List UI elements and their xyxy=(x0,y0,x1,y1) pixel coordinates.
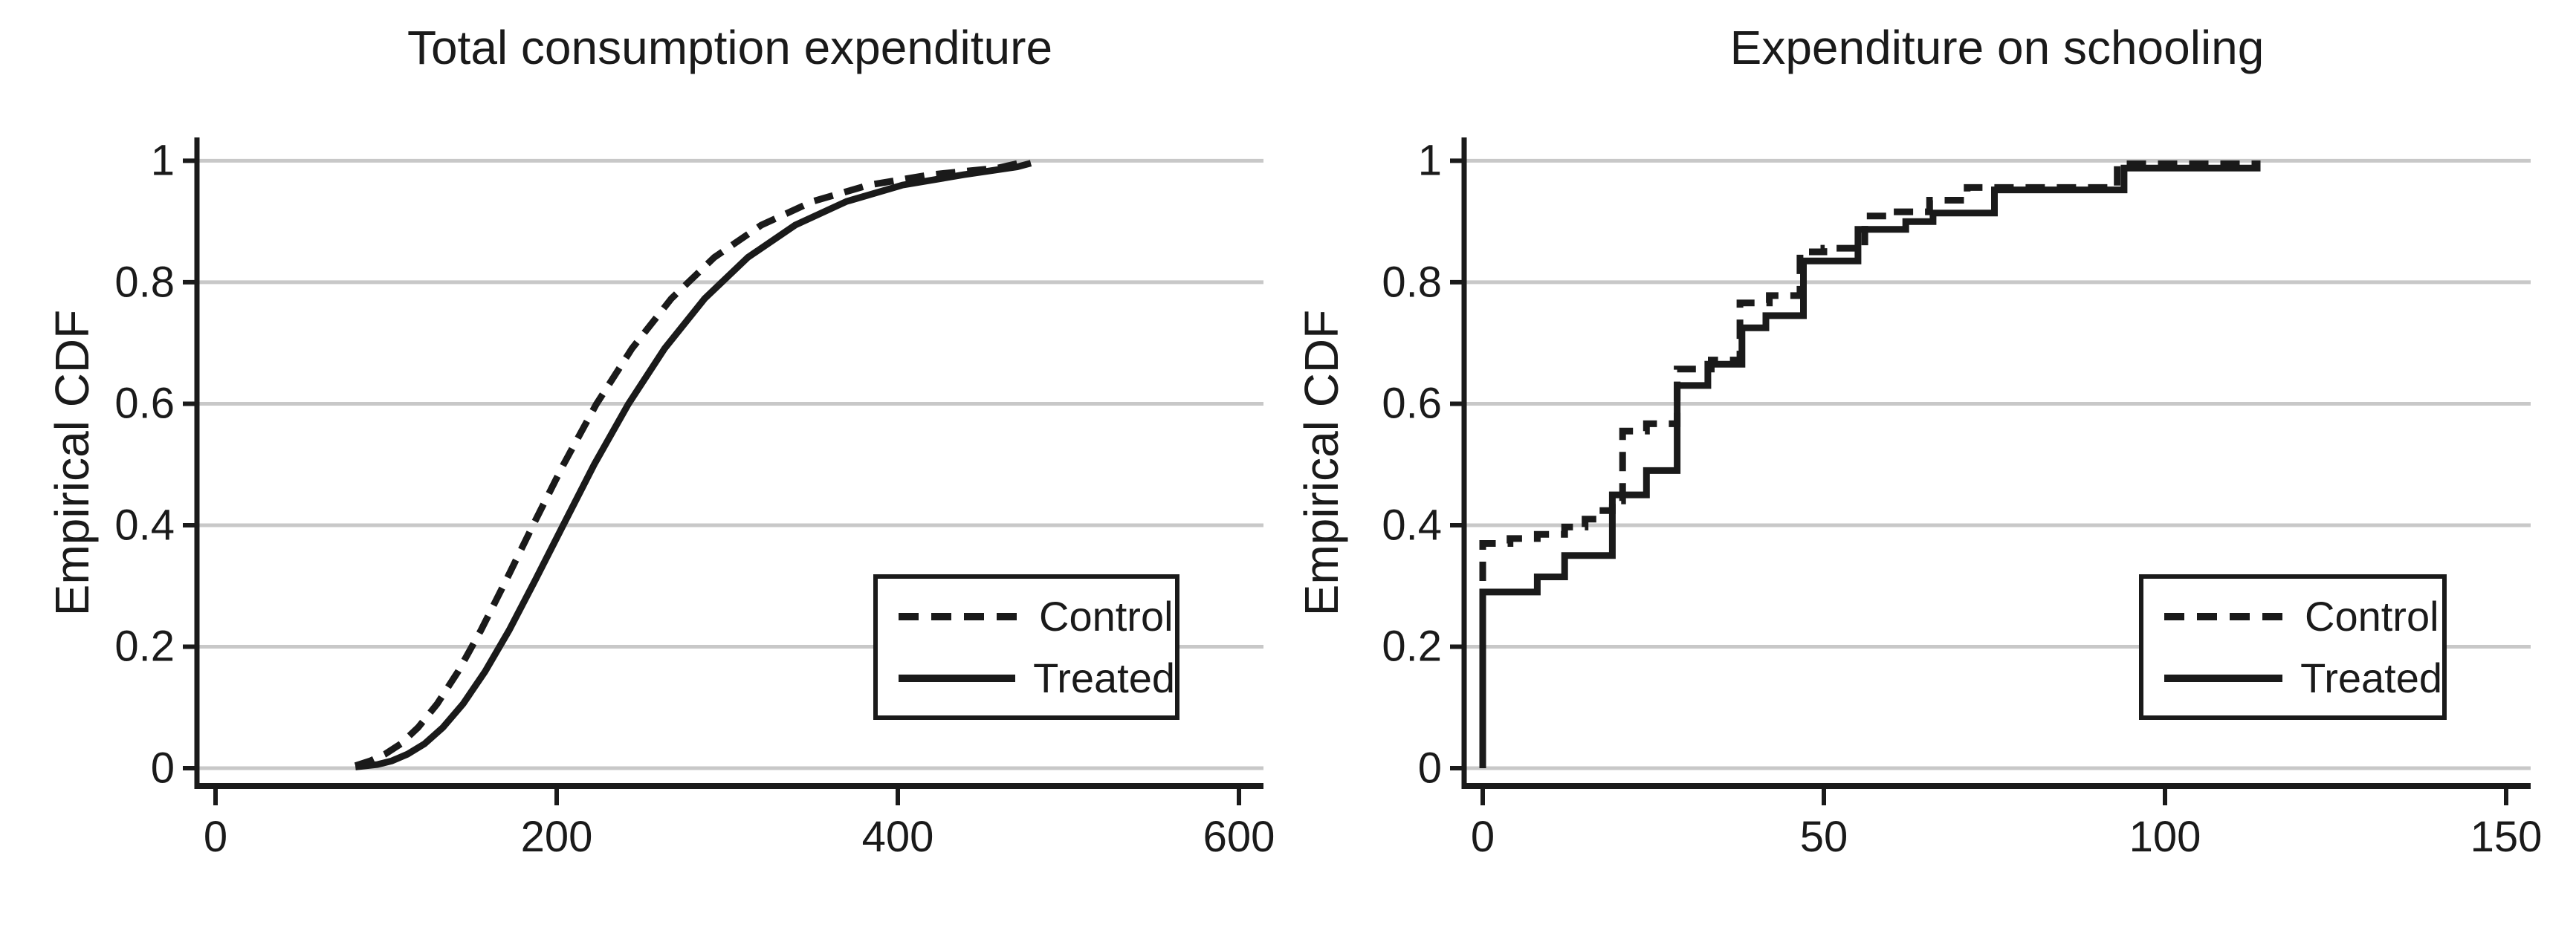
chart-title-right: Expenditure on schooling xyxy=(1729,21,2265,74)
curve-control xyxy=(354,158,1025,769)
y-tick-label: 0.6 xyxy=(1382,379,1442,428)
legend-entry-control: Control xyxy=(2164,592,2442,640)
legend-label-treated: Treated xyxy=(2300,655,2442,701)
y-tick-label: 0.8 xyxy=(1382,258,1442,307)
y-tick-label: 0.2 xyxy=(1382,622,1442,671)
x-tick-label: 50 xyxy=(1799,813,1848,861)
x-tick-label: 0 xyxy=(1470,813,1495,861)
legend-entry-treated: Treated xyxy=(899,654,1175,702)
legend-right: Control Treated xyxy=(2139,574,2447,720)
x-tick-label: 200 xyxy=(520,813,593,861)
legend-entry-control: Control xyxy=(899,592,1175,640)
y-tick-label: 0 xyxy=(1417,744,1442,793)
curve-treated xyxy=(1479,164,2261,768)
y-axis-label-right: Empirical CDF xyxy=(1295,309,1348,617)
x-tick-label: 150 xyxy=(2470,813,2543,861)
dashed-line-swatch-icon xyxy=(2164,612,2287,620)
x-tick-label: 0 xyxy=(203,813,228,861)
y-tick-label: 0.2 xyxy=(114,622,175,671)
x-tick-label: 400 xyxy=(861,813,934,861)
legend-label-treated: Treated xyxy=(1033,655,1175,701)
legend-label-control: Control xyxy=(2305,593,2439,640)
legend-left: Control Treated xyxy=(873,574,1179,720)
solid-line-swatch-icon xyxy=(2164,674,2283,682)
dashed-line-swatch-icon xyxy=(899,612,1021,620)
y-tick-label: 0 xyxy=(150,744,175,793)
y-axis-label-left: Empirical CDF xyxy=(45,309,99,617)
x-tick-label: 600 xyxy=(1203,813,1275,861)
y-tick-label: 1 xyxy=(150,136,175,185)
y-tick-label: 0.6 xyxy=(114,379,175,428)
legend-label-control: Control xyxy=(1039,593,1174,640)
curve-treated xyxy=(355,160,1032,770)
y-tick-label: 0.4 xyxy=(1382,501,1442,550)
legend-entry-treated: Treated xyxy=(2164,654,2442,702)
curve-control xyxy=(1479,160,2261,768)
y-tick-label: 0.8 xyxy=(114,258,175,307)
solid-line-swatch-icon xyxy=(899,674,1016,682)
chart-title-left: Total consumption expenditure xyxy=(407,21,1053,74)
y-tick-label: 1 xyxy=(1417,136,1442,185)
y-tick-label: 0.4 xyxy=(114,501,175,550)
x-tick-label: 100 xyxy=(2129,813,2201,861)
